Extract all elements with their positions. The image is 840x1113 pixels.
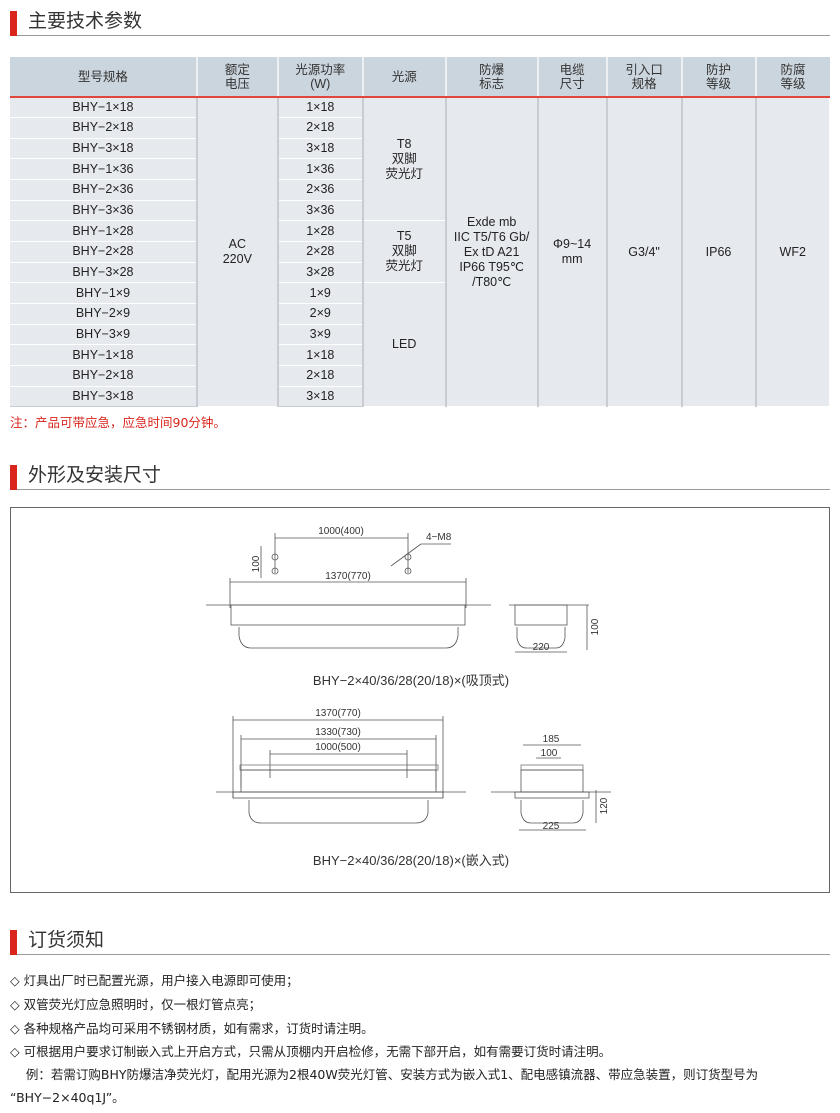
power-cell: 2×36 — [276, 179, 364, 201]
dimension-drawing: 1000(400) 4−M8 100 1370(770) 100 220 BHY… — [10, 507, 830, 893]
power-cell: 1×28 — [276, 220, 364, 243]
table-row: BHY−1×18 AC 220V 1×18 T8 双脚 荧光灯 Exde mb IIC … — [10, 96, 830, 408]
ceiling-mount-drawing: 1000(400) 4−M8 100 1370(770) 100 220 BHY… — [206, 526, 601, 688]
model-cell: BHY−3×36 — [10, 199, 198, 222]
power-cell: 3×9 — [276, 323, 364, 346]
model-cell: BHY−3×28 — [10, 261, 198, 284]
table-row: BHY−3×18 3×18 — [10, 137, 830, 160]
section-header-params: 主要技术参数 — [10, 8, 830, 36]
power-cell: 2×18 — [276, 365, 364, 387]
model-cell: BHY−2×18 — [10, 117, 198, 139]
table-row: BHY−1×18 1×18 — [10, 344, 830, 367]
power-cell: 2×28 — [276, 241, 364, 263]
section-header-order: 订货须知 — [10, 927, 830, 955]
power-cell: 1×18 — [276, 96, 364, 119]
model-cell: BHY−1×36 — [10, 158, 198, 181]
table-row: BHY−3×18 3×18 — [10, 385, 830, 408]
model-cell: BHY−1×18 — [10, 96, 198, 119]
column-header: 光源功率 (W) — [276, 57, 363, 98]
dim-label: 1330(730) — [315, 727, 361, 738]
dim-label: 100 — [590, 618, 601, 635]
power-cell: 1×9 — [276, 282, 364, 305]
drawing-caption: BHY−2×40/36/28(20/18)×(吸顶式) — [313, 673, 509, 688]
dim-label: 1000(400) — [318, 526, 364, 537]
model-cell: BHY−2×36 — [10, 179, 198, 201]
column-header: 电缆 尺寸 — [536, 57, 607, 98]
spec-table: 型号规格 额定 电压 光源功率 (W) 光源 防爆 标志 电缆 尺寸 引入口 规格 防护 等级… — [10, 57, 830, 408]
power-cell: 1×18 — [276, 344, 364, 367]
dim-label: 100 — [251, 555, 262, 572]
table-row: BHY−3×28 3×28 — [10, 261, 830, 284]
order-example-code: “BHY−2×40q1J”。 — [10, 1090, 125, 1105]
power-cell: 3×18 — [276, 137, 364, 160]
model-cell: BHY−3×9 — [10, 323, 198, 346]
power-cell: 3×28 — [276, 261, 364, 284]
model-cell: BHY−3×18 — [10, 137, 198, 160]
dim-label: 220 — [533, 642, 550, 653]
table-row: BHY−2×36 2×36 — [10, 179, 830, 201]
dim-label: 100 — [541, 748, 558, 759]
section-title: 主要技术参数 — [28, 10, 143, 32]
model-cell: BHY−3×18 — [10, 385, 198, 408]
dim-label: 185 — [543, 734, 560, 745]
column-header: 额定 电压 — [195, 57, 278, 98]
dim-label: 1000(500) — [315, 742, 361, 753]
ex-mark-cell: Exde mb IIC T5/T6 Gb/ Ex tD A21 IP66 T95… — [444, 96, 539, 408]
column-header: 防爆 标志 — [444, 57, 538, 98]
column-header: 防腐 等级 — [754, 57, 830, 98]
power-cell: 2×18 — [276, 117, 364, 139]
dim-label: 1370(770) — [325, 571, 371, 582]
section-header-dims: 外形及安装尺寸 — [10, 462, 830, 490]
model-cell: BHY−1×9 — [10, 282, 198, 305]
dim-label: 225 — [543, 821, 560, 832]
voltage-cell: AC 220V — [195, 96, 279, 408]
power-cell: 3×36 — [276, 199, 364, 222]
table-row: BHY−1×36 1×36 — [10, 158, 830, 181]
ip-cell: IP66 — [680, 96, 756, 408]
order-note: ◇ 灯具出厂时已配置光源，用户接入电源即可使用； — [10, 973, 299, 988]
order-note: ◇ 双管荧光灯应急照明时，仅一根灯管点亮； — [10, 997, 262, 1012]
recessed-mount-drawing: 1370(770) 1330(730) 1000(500) 185 100 12… — [216, 708, 611, 868]
model-cell: BHY−2×28 — [10, 241, 198, 263]
source-cell: T8 双脚 荧光灯 — [361, 96, 447, 222]
column-header: 引入口 规格 — [605, 57, 682, 98]
order-note: ◇ 可根据用户要求订制嵌入式上开启方式，只需从顶棚内开启检修，无需下部开启，如有… — [10, 1044, 612, 1059]
table-note: 注：产品可带应急，应急时间90分钟。 — [10, 415, 226, 430]
model-cell: BHY−2×18 — [10, 365, 198, 387]
model-cell: BHY−1×28 — [10, 220, 198, 243]
source-cell: T5 双脚 荧光灯 — [361, 220, 447, 284]
dim-label: 1370(770) — [315, 708, 361, 719]
table-row: BHY−2×18 2×18 — [10, 117, 830, 139]
model-cell: BHY−2×9 — [10, 303, 198, 325]
section-title: 外形及安装尺寸 — [28, 464, 162, 486]
wf-cell: WF2 — [754, 96, 830, 408]
power-cell: 3×18 — [276, 385, 364, 408]
column-header: 光源 — [361, 57, 446, 98]
entry-cell: G3/4" — [605, 96, 683, 408]
cable-cell: Φ9~14 mm — [536, 96, 608, 408]
table-row: BHY−3×36 3×36 — [10, 199, 830, 222]
order-example: 例：若需订购BHY防爆洁净荧光灯，配用光源为2根40W荧光灯管、安装方式为嵌入式… — [10, 1067, 759, 1082]
column-header: 防护 等级 — [680, 57, 756, 98]
model-cell: BHY−1×18 — [10, 344, 198, 367]
power-cell: 2×9 — [276, 303, 364, 325]
source-cell: LED — [361, 282, 447, 408]
drawing-caption: BHY−2×40/36/28(20/18)×(嵌入式) — [313, 853, 509, 868]
column-header: 型号规格 — [10, 57, 197, 98]
order-note: ◇ 各种规格产品均可采用不锈钢材质，如有需求，订货时请注明。 — [10, 1021, 374, 1036]
dim-label: 4−M8 — [426, 532, 452, 543]
power-cell: 1×36 — [276, 158, 364, 181]
dim-label: 120 — [599, 797, 610, 814]
section-title: 订货须知 — [28, 929, 105, 951]
